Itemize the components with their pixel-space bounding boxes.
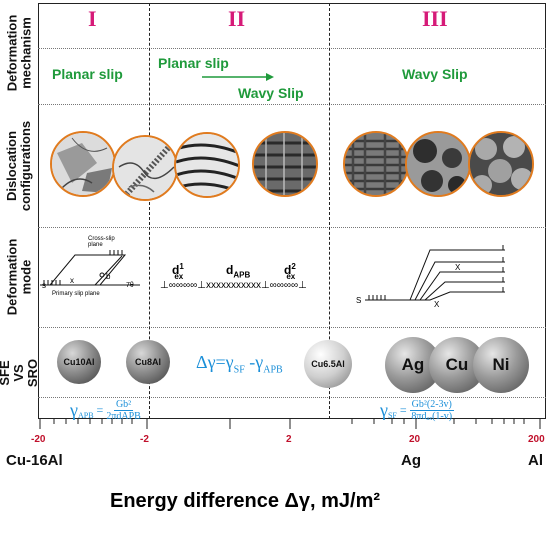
micrograph-5-texture [345,133,407,195]
cross-slip-plane-label: Cross-slip plane [88,236,115,248]
sro-equation: Δγ=γSF -γAPB [196,352,283,376]
micrograph-7 [468,131,534,197]
formula-sf: γ SF = Gb²(2-3v) 8πdₐₓ(1-v) [380,399,454,422]
wavy-slip-schematic [365,245,505,301]
mode-b-label: b [106,272,111,281]
diagram-frame [38,3,546,419]
dapb-label: dAPB [226,263,251,280]
tick-minus-20: -20 [31,434,46,445]
material-al: Al [528,452,543,469]
dex1-label: d1 ex [172,262,184,281]
material-cu16al: Cu-16Al [6,452,63,469]
mechanism-wavy-slip-2: Wavy Slip [238,85,304,101]
tick-minus-2: -2 [140,434,149,445]
micrograph-4 [252,131,318,197]
micrograph-3 [174,132,240,198]
row-label-configurations: Dislocation configurations [4,120,33,212]
sphere-ni: Ni [473,337,529,393]
energy-axis [39,419,541,429]
sphere-cu8al: Cu8Al [126,340,170,384]
boundary-1 [149,3,150,419]
micrograph-6-texture [407,133,469,195]
row-label-mode: Deformation mode [4,238,33,316]
micrograph-1 [50,131,116,197]
micrograph-2 [112,135,178,201]
micrograph-4-texture [254,133,316,195]
dex2-label: d2 ex [284,262,296,281]
micrograph-1-texture [52,133,114,195]
region-label-2: II [228,6,246,31]
mode-x-label: x [70,276,74,285]
row-label-mechanism: Deformation mechanism [4,14,33,92]
mechanism-planar-slip-2: Planar slip [158,55,229,71]
divider-5 [38,397,546,398]
wavy-x-label-1: X [455,263,461,272]
micrograph-7-texture [470,133,532,195]
material-ag: Ag [401,452,421,469]
transition-arrow [202,73,274,81]
cross-slip-schematic [40,250,140,286]
micrograph-2-texture [114,137,176,199]
micrograph-6 [405,131,471,197]
wavy-x-label-2: X [434,300,440,309]
dislocation-chain: ⊥∞∞∞∞⊥xxxxxxxxxxx⊥∞∞∞∞⊥ [160,280,307,291]
tick-2: 2 [286,434,292,445]
region-label-3: III [422,6,448,31]
divider-1 [38,48,546,49]
primary-slip-plane-label: Primary slip plane [52,291,100,297]
mode-theta-label: 7θ [126,282,134,289]
divider-4 [38,327,546,328]
mode-s-label: s [42,281,46,290]
row-label-sro: SFE VS SRO [0,358,40,388]
sphere-cu10al: Cu10Al [57,340,101,384]
axis-title: Energy difference Δγ, mJ/m² [110,490,381,512]
sphere-cu6-5al: Cu6.5Al [304,340,352,388]
formula-apb: γ APB = Gb² 2πdAPB [70,399,141,422]
tick-200: 200 [528,434,545,445]
region-label-1: I [88,6,97,31]
tick-20: 20 [409,434,421,445]
micrograph-5 [343,131,409,197]
divider-3 [38,227,546,228]
wavy-s-label: S [356,296,362,305]
mechanism-wavy-slip-3: Wavy Slip [402,66,468,82]
mechanism-planar-slip-1: Planar slip [52,66,123,82]
boundary-2 [329,3,330,419]
divider-2 [38,104,546,105]
